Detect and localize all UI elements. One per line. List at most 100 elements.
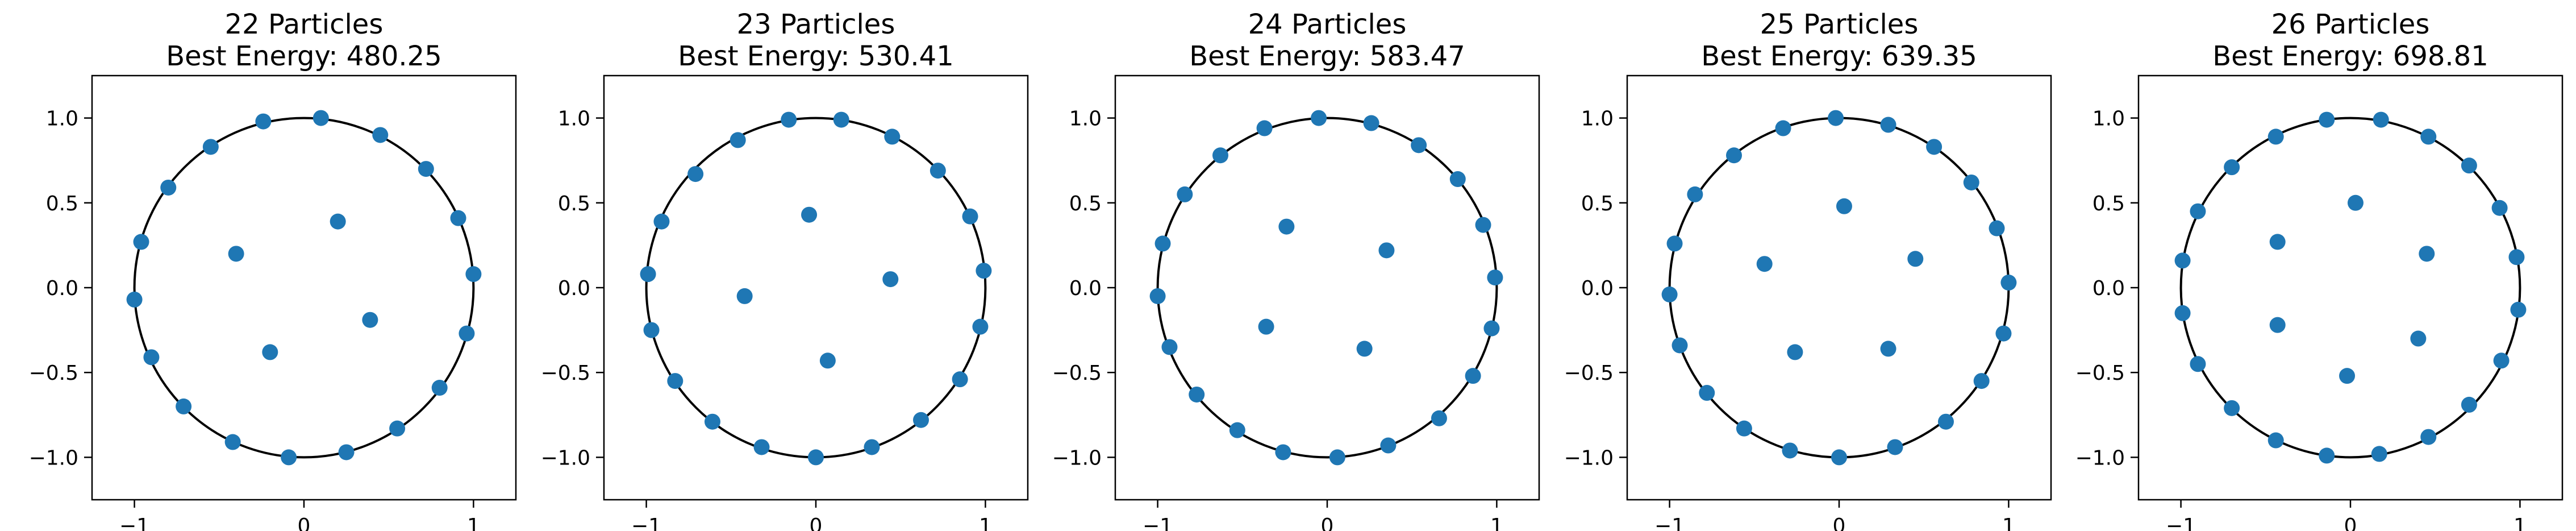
particle-point [458, 325, 475, 342]
x-tick-label: 0 [2344, 515, 2357, 531]
particle-point [884, 128, 901, 145]
particle-point [1311, 110, 1327, 126]
axes-frame [1114, 74, 1540, 501]
particle-point [808, 449, 824, 466]
unit-circle [133, 117, 475, 459]
y-tick-label: 0.5 [1581, 192, 1614, 215]
particle-point [2224, 400, 2240, 416]
particle-point [819, 352, 836, 369]
subplot-title-line1: 24 Particles [1248, 9, 1407, 40]
particle-point [2190, 356, 2206, 372]
y-tick-label: −0.5 [2075, 362, 2125, 385]
particle-point [1258, 318, 1274, 335]
y-tick-label: 0.0 [1581, 277, 1614, 300]
particle-point [1229, 422, 1245, 438]
particle-point [913, 412, 929, 428]
particle-point [1937, 413, 1954, 430]
subplot-title-line1: 22 Particles [225, 9, 384, 40]
particle-point [864, 439, 880, 455]
subplot-title-line2: Best Energy: 583.47 [1189, 40, 1465, 72]
particle-point [1212, 147, 1229, 164]
x-tick-label: −1 [1654, 515, 1685, 531]
y-tick-label: −1.0 [2075, 446, 2125, 470]
y-tick-label: −0.5 [29, 362, 78, 385]
particle-point [202, 139, 219, 155]
particle-point [2269, 234, 2286, 250]
y-tick-label: 1.0 [2093, 107, 2125, 131]
particle-point [2267, 128, 2284, 145]
particle-point [801, 206, 818, 223]
particle-point [1756, 256, 1773, 272]
x-tick-label: 1 [467, 515, 480, 531]
particle-point [1356, 341, 1373, 357]
particle-point [1736, 420, 1752, 437]
particle-point [2419, 246, 2435, 262]
x-tick-label: 0 [1321, 515, 1334, 531]
y-tick-label: −1.0 [1052, 446, 1102, 470]
x-tick-label: 0 [810, 515, 823, 531]
y-tick-label: −0.5 [1564, 362, 1614, 385]
x-tick-label: −1 [2166, 515, 2196, 531]
y-tick-label: 1.0 [1581, 107, 1614, 131]
particle-point [418, 161, 434, 177]
particle-point [1363, 115, 1379, 131]
x-tick-label: 1 [979, 515, 992, 531]
x-tick-label: 1 [2002, 515, 2015, 531]
particle-point [1465, 368, 1481, 384]
particle-point [2491, 200, 2508, 216]
particle-point [2461, 157, 2477, 174]
y-tick-label: 1.0 [46, 107, 78, 131]
particle-point [2420, 429, 2437, 445]
subplot-title-line2: Best Energy: 639.35 [1701, 40, 1977, 72]
y-tick-label: 0.0 [558, 277, 590, 300]
particle-point [1828, 110, 1844, 126]
x-tick-label: −1 [1143, 515, 1173, 531]
particle-point [1431, 410, 1447, 426]
unit-circle [1668, 117, 2010, 459]
particle-point [255, 113, 272, 130]
y-tick-label: 0.5 [46, 192, 78, 215]
y-tick-label: −1.0 [1564, 446, 1614, 470]
particle-point [753, 439, 770, 455]
particle-point [1666, 235, 1683, 252]
particle-point [281, 449, 297, 466]
particle-point [1475, 217, 1491, 233]
particle-point [2190, 203, 2206, 219]
particle-point [1161, 339, 1178, 355]
y-tick-label: −1.0 [541, 446, 590, 470]
particle-point [2267, 432, 2284, 449]
particle-point [1699, 385, 1715, 401]
particle-point [1411, 137, 1427, 154]
particle-point [431, 380, 448, 396]
y-tick-label: −0.5 [1052, 362, 1102, 385]
x-tick-label: 1 [1490, 515, 1503, 531]
particle-point [176, 398, 192, 414]
x-tick-label: −1 [119, 515, 149, 531]
particle-point [2410, 330, 2427, 347]
x-tick-label: 0 [1833, 515, 1846, 531]
particle-point [929, 163, 946, 179]
particle-point [1329, 449, 1345, 466]
particle-point [640, 266, 656, 283]
particle-point [1275, 444, 1291, 461]
particle-point [133, 234, 149, 250]
particle-point [687, 166, 704, 182]
particle-point [882, 271, 899, 288]
particle-point [2461, 396, 2477, 413]
y-tick-label: 0.5 [2093, 192, 2125, 215]
y-tick-label: 0.0 [46, 277, 78, 300]
unit-circle [1156, 117, 1498, 459]
particle-point [704, 413, 720, 430]
axes-frame [603, 74, 1029, 501]
particle-point [2508, 249, 2525, 266]
particle-point [338, 444, 355, 461]
particle-point [312, 110, 329, 126]
y-tick-label: −0.5 [541, 362, 590, 385]
subplot-title-line1: 23 Particles [737, 9, 895, 40]
particle-point [1256, 120, 1273, 136]
particle-point [2420, 128, 2437, 145]
